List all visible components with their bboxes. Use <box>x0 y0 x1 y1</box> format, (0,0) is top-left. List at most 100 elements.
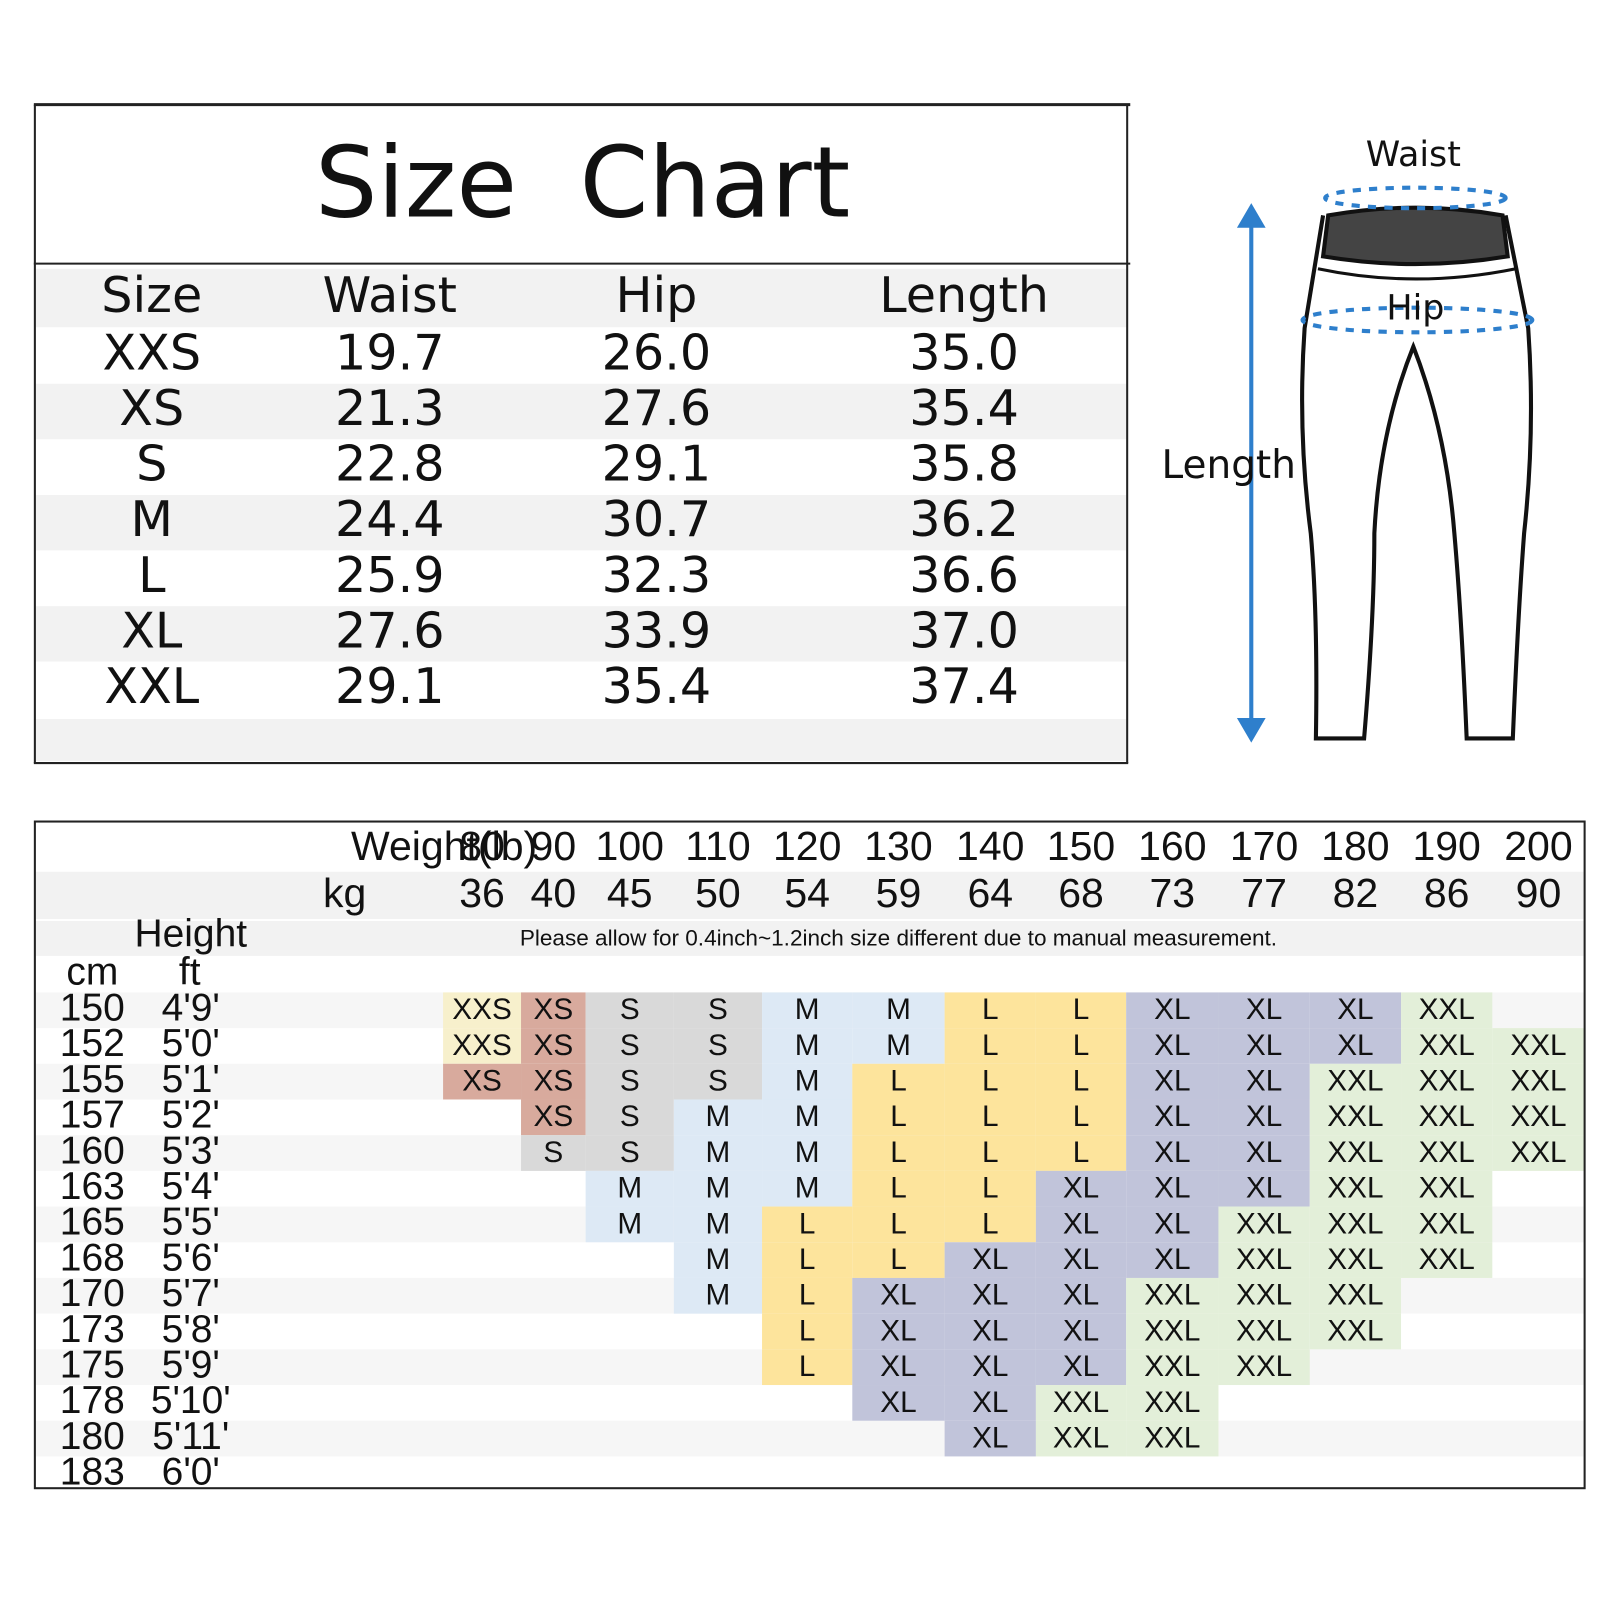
weight-lb: 100 <box>596 823 664 869</box>
size-cell: XXL <box>1236 1243 1292 1276</box>
size-cell: XXS <box>452 1029 512 1062</box>
table-cell: M <box>131 490 173 548</box>
size-cell-bg <box>521 1135 586 1171</box>
size-cell-bg <box>521 1028 586 1064</box>
size-cell-bg <box>1035 1028 1127 1064</box>
size-cell: M <box>795 1136 820 1169</box>
size-cell: XXL <box>1510 1065 1566 1098</box>
size-cell: XXL <box>1144 1314 1200 1347</box>
height-ft: 5'0' <box>162 1022 220 1065</box>
height-label: Height <box>134 913 247 956</box>
size-cell-bg <box>1492 1063 1585 1100</box>
height-ft: 5'7' <box>162 1272 220 1315</box>
height-cm: 165 <box>60 1201 125 1244</box>
size-cell-bg <box>944 1028 1036 1064</box>
size-cell-bg <box>1309 992 1402 1029</box>
size-cell-bg <box>1035 1063 1127 1100</box>
size-cell: M <box>706 1136 731 1169</box>
size-cell-bg <box>852 1313 945 1350</box>
size-cell: L <box>799 1243 816 1276</box>
height-ft: 5'1' <box>162 1058 220 1101</box>
size-cell: L <box>890 1172 907 1205</box>
size-cell-bg <box>673 1063 763 1100</box>
size-cell-bg <box>944 1242 1036 1278</box>
table-cell: XXL <box>104 657 199 715</box>
weight-kg: 50 <box>695 870 741 916</box>
size-cell-bg <box>1126 1420 1219 1457</box>
size-cell: XL <box>1063 1314 1099 1347</box>
weight-kg: 82 <box>1333 870 1379 916</box>
size-cell: S <box>620 1029 640 1062</box>
size-cell-bg <box>762 1063 853 1100</box>
size-cell-bg <box>1126 1063 1219 1100</box>
height-cm: 170 <box>60 1272 125 1315</box>
size-cell-bg <box>1218 1242 1310 1278</box>
size-cell-bg <box>944 1099 1036 1136</box>
size-cell-bg <box>762 1099 853 1136</box>
weight-lb: 130 <box>864 823 932 869</box>
size-cell: M <box>795 1100 820 1133</box>
size-cell-bg <box>762 1313 853 1350</box>
size-cell: XL <box>880 1350 916 1383</box>
size-cell: XL <box>972 1314 1008 1347</box>
size-cell-bg <box>1218 1313 1310 1350</box>
size-cell-bg <box>1401 1242 1493 1278</box>
height-ft: 5'8' <box>162 1308 220 1351</box>
size-cell-bg <box>852 1063 945 1100</box>
height-ft: 5'3' <box>162 1129 220 1172</box>
size-cell: XL <box>1154 1100 1190 1133</box>
waist-label: Waist <box>1366 135 1461 175</box>
size-cell-bg <box>585 1099 674 1136</box>
size-cell-bg <box>1126 1349 1219 1386</box>
size-cell: S <box>708 1065 728 1098</box>
size-cell-bg <box>1401 1170 1493 1207</box>
size-cell: XS <box>533 993 573 1026</box>
size-cell-bg <box>585 1206 674 1243</box>
size-cell-bg <box>1218 1277 1310 1314</box>
size-cell-bg <box>1126 1028 1219 1064</box>
size-cell-bg <box>852 1385 945 1421</box>
size-cell-bg <box>1218 1349 1310 1386</box>
size-cell-bg <box>673 1277 763 1314</box>
table-cell: 27.6 <box>335 601 445 659</box>
table-cell: 24.4 <box>335 490 445 548</box>
size-cell-bg <box>1035 1099 1127 1136</box>
size-cell-bg <box>1035 1385 1127 1421</box>
size-cell-bg <box>1218 1028 1310 1064</box>
table-cell: 19.7 <box>335 323 445 381</box>
size-cell: XXL <box>1419 1029 1475 1062</box>
weight-kg: 59 <box>876 870 922 916</box>
weight-kg: 90 <box>1516 870 1562 916</box>
size-cell: M <box>617 1172 642 1205</box>
hip-label: Hip <box>1386 289 1444 329</box>
table-cell: 35.8 <box>909 435 1019 493</box>
size-cell: XL <box>1154 993 1190 1026</box>
size-cell-bg <box>1126 1206 1219 1243</box>
table-cell: S <box>136 435 167 493</box>
size-cell: L <box>799 1207 816 1240</box>
length-label: Length <box>1162 443 1296 488</box>
weight-lb: 110 <box>685 823 750 869</box>
size-cell-bg <box>852 1242 945 1278</box>
size-cell: XXL <box>1510 1100 1566 1133</box>
size-cell-bg <box>673 992 763 1029</box>
header-cell: Size <box>101 266 202 324</box>
weight-kg: 86 <box>1424 870 1470 916</box>
size-cell-bg <box>762 992 853 1029</box>
size-cell: L <box>982 1029 999 1062</box>
size-cell-bg <box>1309 1313 1402 1350</box>
row-band <box>35 606 1127 662</box>
size-cell-bg <box>1035 1206 1127 1243</box>
size-cell: XXL <box>1144 1421 1200 1454</box>
size-cell-bg <box>1035 1135 1127 1171</box>
size-cell-bg <box>585 992 674 1029</box>
size-cell: XXL <box>1144 1350 1200 1383</box>
size-cell: XL <box>972 1386 1008 1419</box>
size-cell: L <box>799 1314 816 1347</box>
size-cell: XXL <box>1419 1100 1475 1133</box>
size-cell: XXL <box>1419 993 1475 1026</box>
size-cell-bg <box>673 1206 763 1243</box>
row-band <box>34 921 1584 956</box>
table-cell: 37.0 <box>909 601 1019 659</box>
